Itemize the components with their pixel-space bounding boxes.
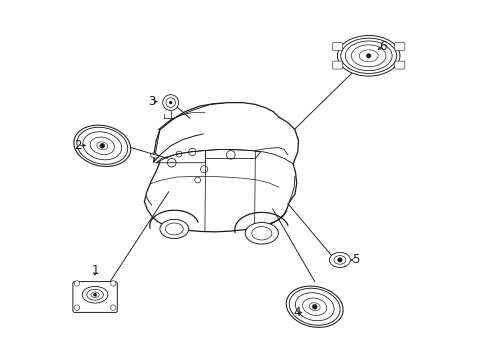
Ellipse shape (160, 220, 188, 238)
Ellipse shape (285, 286, 343, 327)
Ellipse shape (337, 36, 399, 76)
Circle shape (366, 53, 370, 58)
Text: 1: 1 (91, 264, 99, 277)
FancyBboxPatch shape (394, 61, 404, 69)
Circle shape (110, 281, 116, 286)
Ellipse shape (329, 252, 349, 267)
Circle shape (312, 304, 317, 309)
Ellipse shape (74, 125, 130, 166)
Text: 3: 3 (148, 95, 155, 108)
Circle shape (100, 143, 104, 148)
FancyBboxPatch shape (332, 42, 342, 50)
Circle shape (163, 95, 178, 111)
Text: 4: 4 (292, 306, 300, 319)
Circle shape (337, 257, 342, 262)
Text: 2: 2 (74, 139, 81, 152)
Circle shape (93, 293, 97, 297)
Text: 5: 5 (351, 253, 358, 266)
Text: 6: 6 (379, 40, 386, 53)
Circle shape (74, 305, 80, 310)
Ellipse shape (150, 153, 158, 158)
Circle shape (110, 305, 116, 310)
FancyBboxPatch shape (332, 61, 342, 69)
FancyBboxPatch shape (394, 42, 404, 50)
Circle shape (74, 281, 80, 286)
Ellipse shape (244, 222, 278, 244)
FancyBboxPatch shape (73, 282, 117, 312)
Circle shape (169, 101, 172, 104)
